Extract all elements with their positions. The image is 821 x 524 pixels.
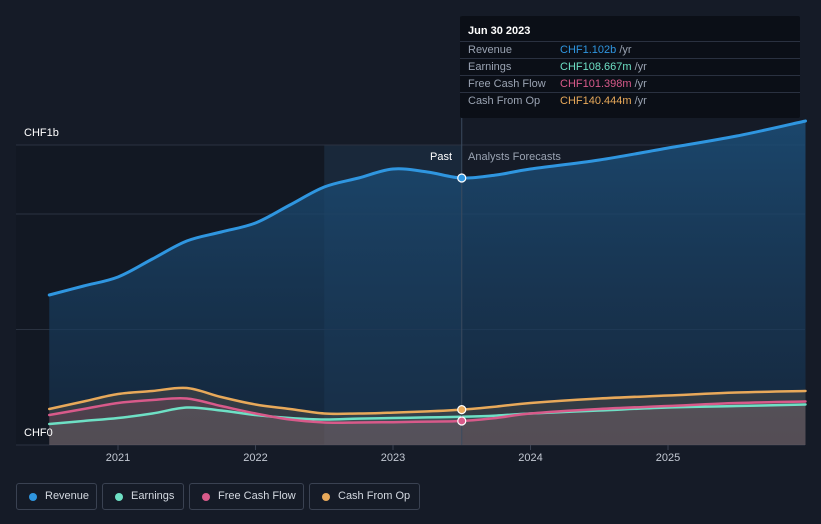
tooltip-date: Jun 30 2023: [468, 25, 531, 37]
legend-dot-icon: [29, 493, 37, 501]
series-lines: [47, 119, 807, 426]
revenue-line: [47, 119, 807, 297]
tooltip-row-earnings: Earnings CHF108.667m /yr: [460, 58, 800, 76]
tooltip-value: CHF1.102b /yr: [560, 44, 632, 56]
revenue-area: [49, 121, 806, 445]
cash-from-op-marker: [457, 405, 467, 415]
tooltip-label: Earnings: [468, 61, 512, 73]
tooltip-row-revenue: Revenue CHF1.102b /yr: [460, 41, 800, 59]
legend-dot-icon: [202, 493, 210, 501]
x-tick-label: 2024: [518, 452, 542, 464]
data-tooltip: Jun 30 2023 Revenue CHF1.102b /yr Earnin…: [460, 16, 800, 118]
tooltip-value: CHF101.398m /yr: [560, 78, 647, 90]
x-axis-ticks: 2021 2022 2023 2024 2025: [106, 445, 680, 464]
legend-dot-icon: [115, 493, 123, 501]
y-axis-label-bottom: CHF0: [24, 427, 53, 439]
earnings-area: [49, 404, 806, 445]
tooltip-label: Cash From Op: [468, 95, 541, 107]
tooltip-row-cash-from-op: Cash From Op CHF140.444m /yr: [460, 92, 800, 110]
y-axis-label-top: CHF1b: [24, 127, 59, 139]
cash-from-op-line: [48, 386, 807, 416]
legend-revenue[interactable]: Revenue: [16, 483, 97, 510]
tooltip-label: Revenue: [468, 44, 513, 56]
earnings-line: [48, 403, 807, 426]
legend-free-cash-flow[interactable]: Free Cash Flow: [189, 483, 304, 510]
legend-label: Earnings: [131, 490, 175, 502]
forecast-label: Analysts Forecasts: [468, 151, 561, 163]
tooltip-value: CHF108.667m /yr: [560, 61, 647, 73]
series-markers: [457, 173, 467, 426]
x-tick-label: 2025: [656, 452, 680, 464]
past-label: Past: [430, 151, 452, 163]
free-cash-flow-marker: [457, 416, 467, 426]
tooltip-value: CHF140.444m /yr: [560, 95, 647, 107]
x-tick-label: 2022: [243, 452, 267, 464]
legend-label: Cash From Op: [338, 490, 411, 502]
tooltip-row-free-cash-flow: Free Cash Flow CHF101.398m /yr: [460, 75, 800, 93]
legend-dot-icon: [322, 493, 330, 501]
x-tick-label: 2023: [381, 452, 405, 464]
legend-label: Free Cash Flow: [218, 490, 296, 502]
revenue-marker: [457, 173, 467, 183]
legend-cash-from-op[interactable]: Cash From Op: [309, 483, 420, 510]
free-cash-flow-line: [48, 396, 807, 424]
tooltip-label: Free Cash Flow: [468, 78, 546, 90]
legend-label: Revenue: [45, 490, 90, 502]
x-tick-label: 2021: [106, 452, 130, 464]
legend-earnings[interactable]: Earnings: [102, 483, 184, 510]
